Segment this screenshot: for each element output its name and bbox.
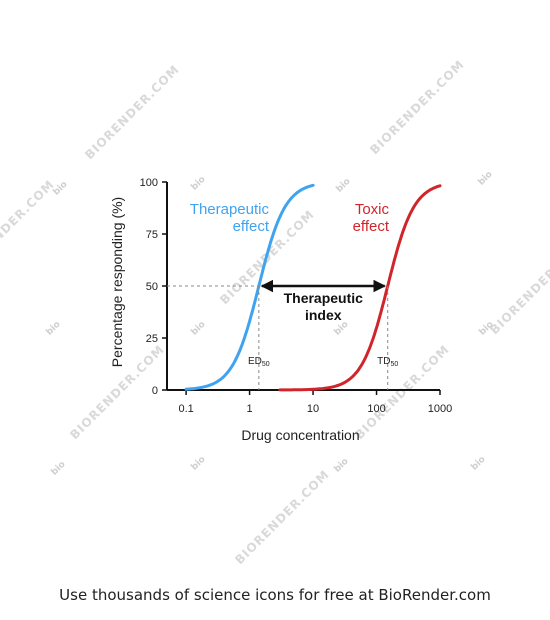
watermark-text: BIORENDER.COM: [367, 57, 467, 157]
marker-base: ED: [248, 356, 262, 367]
y-tick-label: 50: [146, 281, 158, 293]
x-tick-label: 100: [367, 403, 385, 415]
watermark-text: BIORENDER.COM: [232, 467, 332, 567]
x-tick-label: 0.1: [178, 403, 193, 415]
x-tick-label: 1000: [428, 403, 452, 415]
y-tick-label: 25: [146, 333, 158, 345]
watermark-mark: bio: [469, 454, 487, 472]
watermark-text: BIORENDER.COM: [487, 237, 550, 337]
watermark-mark: bio: [189, 454, 207, 472]
therapeutic-effect-label: Therapeutic effect: [190, 201, 270, 235]
toxic-effect-curve: [278, 184, 442, 392]
td50-label: TD50: [377, 356, 398, 368]
watermark-mark: bio: [51, 179, 69, 197]
y-tick-label: 100: [140, 177, 158, 189]
toxic-effect-label: Toxic effect: [353, 201, 390, 235]
watermark-text: BIORENDER.COM: [0, 177, 57, 277]
watermark-mark: bio: [44, 319, 62, 337]
footer-promo: Use thousands of science icons for free …: [59, 586, 491, 604]
marker-sub: 50: [390, 361, 398, 368]
series-label-line: Therapeutic: [190, 201, 270, 218]
y-tick-label: 75: [146, 229, 158, 241]
index-label-line: index: [305, 307, 342, 323]
y-tick-label: 0: [152, 385, 158, 397]
watermark-mark: bio: [332, 456, 350, 474]
watermark-mark: bio: [334, 176, 352, 194]
y-axis-label: Percentage responding (%): [109, 197, 125, 367]
watermark-mark: bio: [189, 174, 207, 192]
x-tick-label: 10: [307, 403, 319, 415]
watermark-mark: bio: [49, 459, 67, 477]
marker-sub: 50: [262, 361, 270, 368]
watermark-mark: bio: [189, 319, 207, 337]
marker-base: TD: [377, 356, 390, 367]
therapeutic-effect-curve: [184, 183, 315, 391]
series-label-line: effect: [233, 218, 270, 235]
ed50-label: ED50: [248, 356, 270, 368]
x-axis-label: Drug concentration: [241, 427, 359, 443]
watermark-text: BIORENDER.COM: [82, 62, 182, 162]
index-label-line: Therapeutic: [284, 290, 364, 306]
series-label-line: Toxic: [355, 201, 390, 218]
therapeutic-index-label: Therapeutic index: [284, 290, 364, 323]
watermark-mark: bio: [476, 169, 494, 187]
x-tick-label: 1: [247, 403, 253, 415]
watermark-layer: BIORENDER.COM BIORENDER.COMBIORENDER.COMB…: [0, 57, 550, 567]
series-label-line: effect: [353, 218, 390, 235]
